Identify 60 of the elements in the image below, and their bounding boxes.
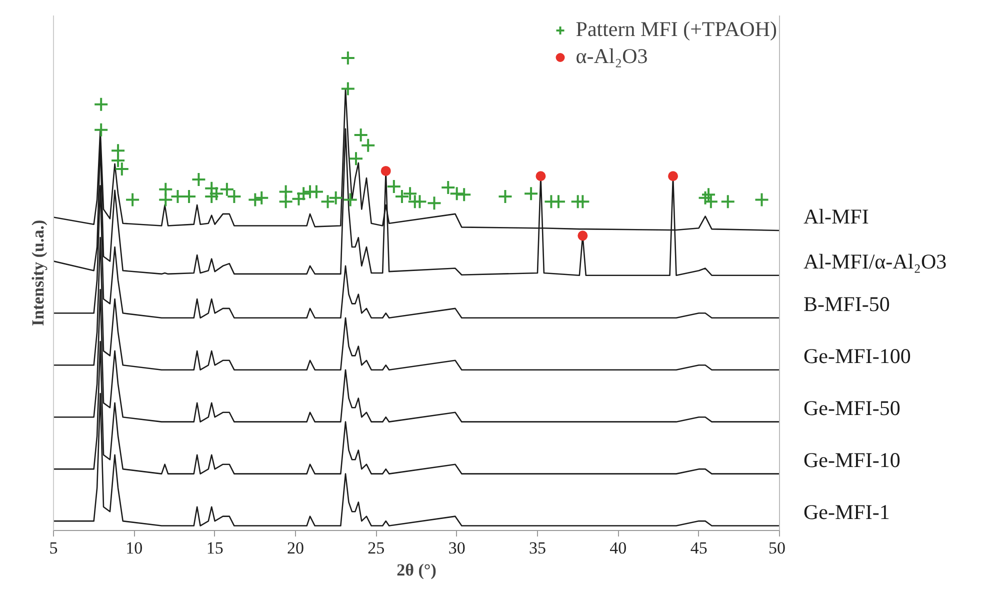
- point: [456, 187, 472, 202]
- series-label: Ge-MFI-10: [804, 448, 900, 472]
- x-tick-label: 35: [529, 538, 546, 558]
- point: [578, 230, 588, 241]
- point: [125, 192, 140, 208]
- point: [340, 81, 356, 96]
- point: [348, 151, 364, 166]
- point: [278, 194, 294, 210]
- point: [720, 194, 736, 210]
- point: [386, 179, 402, 194]
- point: [703, 194, 718, 210]
- series-label: B-MFI-50: [804, 292, 890, 316]
- legend-label: Pattern MFI (+TPAOH): [576, 17, 777, 42]
- point: [94, 122, 109, 138]
- point: [698, 190, 713, 206]
- point: [204, 188, 220, 204]
- series-label: Al-MFI: [804, 204, 869, 228]
- point: [412, 194, 428, 210]
- point: [449, 186, 464, 202]
- point: [550, 194, 566, 210]
- point: [248, 192, 263, 208]
- x-tick-label: 30: [448, 538, 466, 558]
- series-label: Ge-MFI-100: [804, 344, 911, 368]
- x-tick-label: 15: [206, 538, 224, 558]
- point: [226, 188, 242, 204]
- point: [575, 194, 590, 210]
- point: [498, 188, 513, 204]
- point: [191, 172, 206, 187]
- point: [426, 196, 442, 211]
- x-tick-label: 20: [287, 538, 304, 558]
- point: [94, 96, 109, 112]
- x-tick-label: 10: [126, 538, 143, 558]
- point: [360, 138, 376, 153]
- point: [353, 128, 368, 143]
- series-label: Al-MFI/α-Al₂O3: [804, 249, 947, 274]
- point: [114, 162, 130, 177]
- series-label: Ge-MFI-50: [804, 396, 900, 420]
- x-tick-label: 40: [610, 538, 627, 558]
- point: [754, 192, 770, 208]
- point: [536, 171, 546, 182]
- x-tick-label: 25: [368, 538, 385, 558]
- x-tick-label: 5: [49, 538, 58, 558]
- point: [254, 190, 270, 206]
- x-axis-title: 2θ (°): [396, 560, 436, 580]
- point: [208, 186, 224, 202]
- point: [380, 166, 391, 176]
- series-label: Ge-MFI-1: [804, 500, 890, 524]
- point: [342, 192, 358, 208]
- legend-label: α-Al₂O3: [576, 44, 648, 69]
- point: [340, 50, 356, 66]
- point: [219, 182, 234, 197]
- point: [110, 153, 126, 168]
- x-tick-label: 50: [768, 538, 786, 558]
- point: [524, 186, 539, 202]
- y-axis-title: Intensity (u.a.): [28, 220, 48, 326]
- point: [158, 192, 174, 208]
- point: [701, 187, 716, 202]
- point: [668, 171, 678, 182]
- x-tick-label: 45: [690, 538, 708, 558]
- point: [440, 180, 456, 195]
